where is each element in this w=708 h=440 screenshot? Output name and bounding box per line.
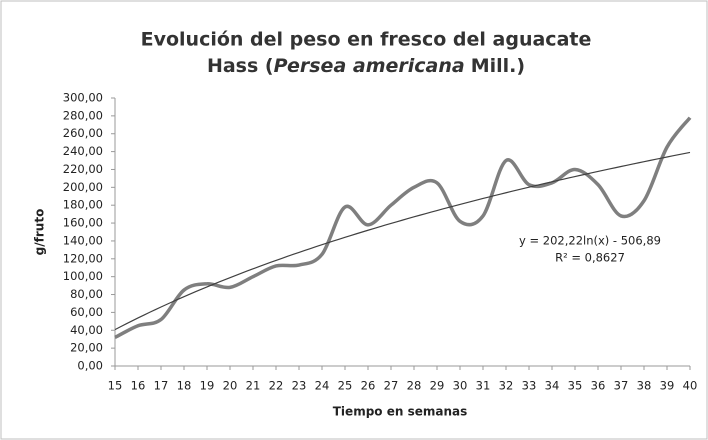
y-tick-label: 40,00: [70, 323, 103, 337]
trendline-r2: R² = 0,8627: [555, 251, 625, 265]
x-tick-label: 33: [522, 379, 537, 393]
data-line: [114, 116, 692, 339]
x-tick-label: 20: [223, 379, 238, 393]
x-axis-title: Tiempo en semanas: [333, 405, 467, 419]
x-tick-label: 18: [177, 379, 192, 393]
y-tick-label: 20,00: [70, 341, 103, 355]
x-tick-label: 26: [361, 379, 376, 393]
x-tick-label: 24: [315, 379, 330, 393]
x-tick-label: 15: [108, 379, 123, 393]
x-tick-label: 31: [476, 379, 491, 393]
x-tick-label: 38: [637, 379, 652, 393]
y-tick-label: 180,00: [63, 198, 103, 212]
x-tick-label: 35: [568, 379, 583, 393]
y-tick-label: 120,00: [63, 251, 103, 265]
y-tick-label: 140,00: [63, 233, 103, 247]
y-tick-label: 220,00: [63, 162, 103, 176]
y-tick-label: 80,00: [70, 287, 103, 301]
x-tick-label: 37: [614, 379, 629, 393]
y-tick-label: 280,00: [63, 108, 103, 122]
x-tick-label: 19: [200, 379, 215, 393]
y-tick-label: 260,00: [63, 126, 103, 140]
y-tick-label: 0,00: [77, 359, 103, 373]
y-tick-label: 60,00: [70, 305, 103, 319]
y-tick-label: 160,00: [63, 216, 103, 230]
x-tick-label: 29: [430, 379, 445, 393]
title-part: Persea americana: [274, 55, 465, 77]
y-tick-label: 100,00: [63, 269, 103, 283]
x-tick-label: 21: [246, 379, 261, 393]
x-tick-label: 22: [269, 379, 284, 393]
chart-title: Hass (Persea americana Mill.): [207, 55, 525, 77]
x-tick-label: 40: [683, 379, 698, 393]
x-tick-label: 34: [545, 379, 560, 393]
x-tick-label: 32: [499, 379, 514, 393]
y-tick-label: 200,00: [63, 180, 103, 194]
trendline: [114, 151, 691, 331]
title-part: Hass (: [207, 55, 274, 77]
trendline-equation: y = 202,22ln(x) - 506,89: [519, 234, 661, 248]
x-tick-label: 25: [338, 379, 353, 393]
x-tick-label: 27: [384, 379, 399, 393]
x-tick-label: 17: [154, 379, 169, 393]
y-axis-title: g/fruto: [33, 209, 47, 256]
x-tick-label: 36: [591, 379, 606, 393]
x-tick-label: 16: [131, 379, 146, 393]
x-tick-label: 30: [453, 379, 468, 393]
y-tick-label: 300,00: [63, 91, 103, 105]
x-tick-label: 39: [660, 379, 675, 393]
chart-title: Evolución del peso en fresco del aguacat…: [141, 29, 592, 51]
x-tick-label: 23: [292, 379, 307, 393]
y-tick-label: 240,00: [63, 144, 103, 158]
x-tick-label: 28: [407, 379, 422, 393]
title-part: Mill.): [471, 55, 525, 77]
